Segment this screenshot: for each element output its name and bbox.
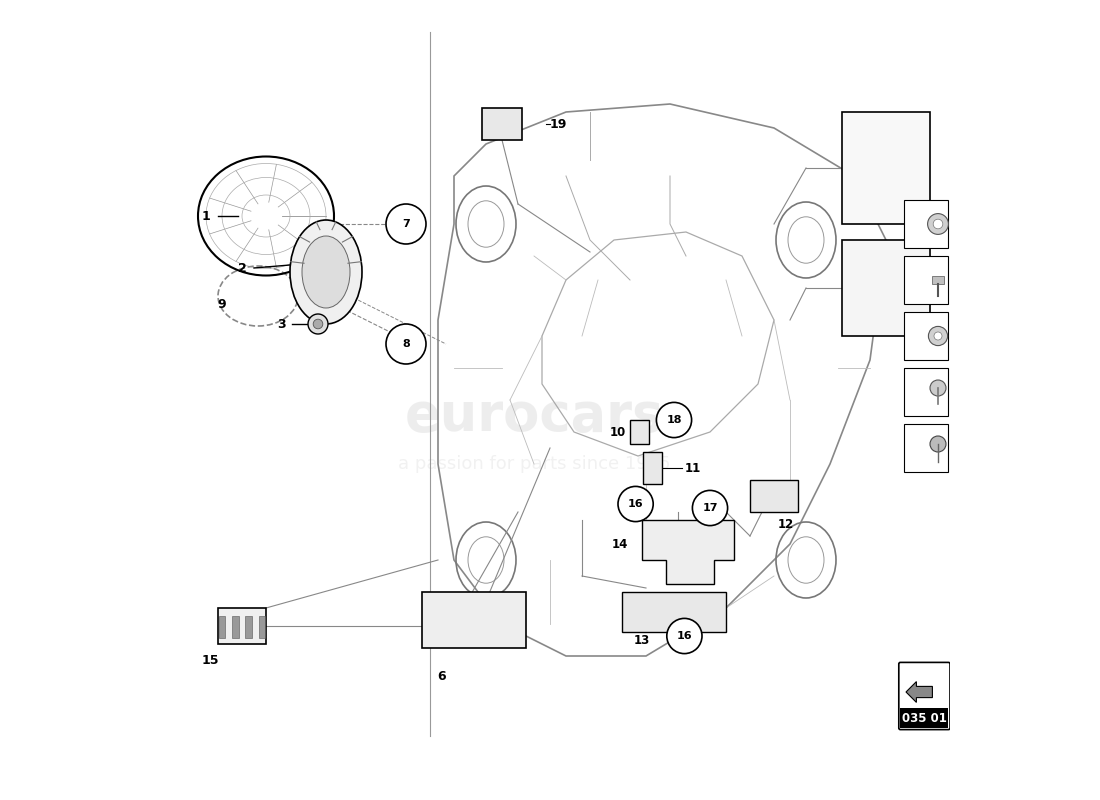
- Bar: [933, 276, 944, 284]
- Circle shape: [930, 436, 946, 452]
- FancyBboxPatch shape: [842, 112, 930, 224]
- Polygon shape: [906, 682, 933, 702]
- Text: 15: 15: [201, 654, 219, 666]
- Bar: [245, 616, 252, 638]
- FancyBboxPatch shape: [899, 662, 950, 730]
- FancyBboxPatch shape: [642, 452, 662, 484]
- Circle shape: [386, 324, 426, 364]
- Bar: [219, 616, 225, 638]
- Circle shape: [927, 214, 948, 234]
- Bar: [232, 616, 239, 638]
- Ellipse shape: [290, 220, 362, 324]
- Ellipse shape: [314, 319, 322, 329]
- Circle shape: [618, 486, 653, 522]
- FancyBboxPatch shape: [621, 592, 726, 632]
- Bar: [903, 368, 948, 416]
- Circle shape: [934, 332, 942, 340]
- Text: 16: 16: [628, 499, 643, 509]
- Text: 16: 16: [676, 631, 692, 641]
- Bar: [903, 200, 948, 248]
- Ellipse shape: [302, 236, 350, 308]
- Text: 7: 7: [403, 219, 410, 229]
- Bar: [901, 708, 948, 728]
- Text: 12: 12: [778, 518, 794, 530]
- Text: eurocars: eurocars: [405, 390, 663, 442]
- Bar: [903, 256, 948, 304]
- Text: 8: 8: [906, 387, 914, 397]
- Circle shape: [930, 380, 946, 396]
- Polygon shape: [642, 520, 734, 584]
- Text: 17: 17: [906, 275, 922, 285]
- Circle shape: [933, 219, 943, 229]
- Text: 13: 13: [634, 634, 650, 646]
- Text: 6: 6: [438, 670, 447, 682]
- Text: 035 01: 035 01: [902, 711, 947, 725]
- Text: 2: 2: [238, 262, 246, 274]
- Text: 18: 18: [667, 415, 682, 425]
- Text: 16: 16: [906, 331, 923, 341]
- Text: 10: 10: [609, 426, 626, 438]
- Circle shape: [667, 618, 702, 654]
- FancyBboxPatch shape: [750, 480, 798, 512]
- Text: 3: 3: [277, 318, 286, 330]
- Circle shape: [386, 204, 426, 244]
- Text: 4: 4: [846, 207, 855, 220]
- FancyBboxPatch shape: [482, 108, 522, 140]
- FancyBboxPatch shape: [422, 592, 526, 648]
- Text: 17: 17: [702, 503, 717, 513]
- Text: 5: 5: [846, 319, 855, 332]
- Circle shape: [657, 402, 692, 438]
- Text: 7: 7: [906, 443, 914, 453]
- Text: 9: 9: [218, 298, 227, 310]
- Bar: [258, 616, 265, 638]
- Ellipse shape: [308, 314, 328, 334]
- Text: 11: 11: [684, 462, 701, 474]
- Text: 14: 14: [612, 538, 628, 550]
- Text: a passion for parts since 1985: a passion for parts since 1985: [398, 455, 670, 473]
- Circle shape: [928, 326, 947, 346]
- Text: 1: 1: [201, 210, 210, 222]
- Bar: [903, 312, 948, 360]
- Text: 18: 18: [906, 219, 922, 229]
- FancyBboxPatch shape: [630, 420, 649, 444]
- Text: 19: 19: [550, 118, 568, 130]
- Circle shape: [692, 490, 727, 526]
- FancyBboxPatch shape: [218, 608, 266, 644]
- Bar: [903, 424, 948, 472]
- FancyBboxPatch shape: [842, 240, 930, 336]
- Text: 8: 8: [403, 339, 410, 349]
